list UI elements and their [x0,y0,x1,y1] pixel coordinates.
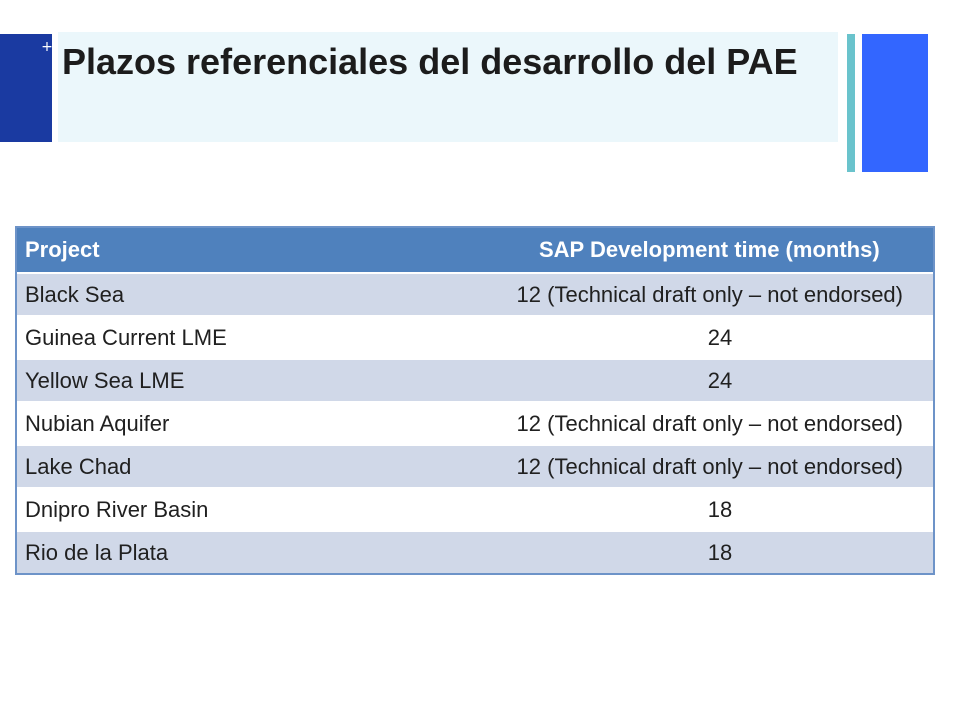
header-development-time: SAP Development time (months) [507,228,933,274]
table-row: Black Sea 12 (Technical draft only – not… [17,272,933,316]
table-row: Yellow Sea LME 24 [17,358,933,402]
title-background [58,32,838,142]
table-row: Lake Chad 12 (Technical draft only – not… [17,444,933,488]
cell-time: 12 (Technical draft only – not endorsed) [507,444,933,488]
cell-project: Black Sea [17,272,507,316]
header-project: Project [17,228,507,274]
page-title: Plazos referenciales del desarrollo del … [62,41,798,82]
cell-project: Rio de la Plata [17,530,507,573]
teal-accent-line [847,34,855,172]
cell-project: Dnipro River Basin [17,487,507,531]
sap-timeline-table: Project SAP Development time (months) Bl… [15,226,935,575]
cell-project: Yellow Sea LME [17,358,507,402]
plus-icon: + [41,39,53,55]
table-row: Dnipro River Basin 18 [17,487,933,531]
cell-project: Lake Chad [17,444,507,488]
cell-time: 12 (Technical draft only – not endorsed) [507,272,933,316]
table-row: Nubian Aquifer 12 (Technical draft only … [17,401,933,445]
cell-time: 24 [507,358,933,402]
table-row: Guinea Current LME 24 [17,315,933,359]
cell-time: 24 [507,315,933,359]
cell-time: 12 (Technical draft only – not endorsed) [507,401,933,445]
cell-time: 18 [507,530,933,573]
cell-time: 18 [507,487,933,531]
cell-project: Guinea Current LME [17,315,507,359]
table-row: Rio de la Plata 18 [17,530,933,573]
table-header-row: Project SAP Development time (months) [17,228,933,274]
left-accent-bar [0,34,52,142]
cell-project: Nubian Aquifer [17,401,507,445]
blue-accent-block [862,34,928,172]
